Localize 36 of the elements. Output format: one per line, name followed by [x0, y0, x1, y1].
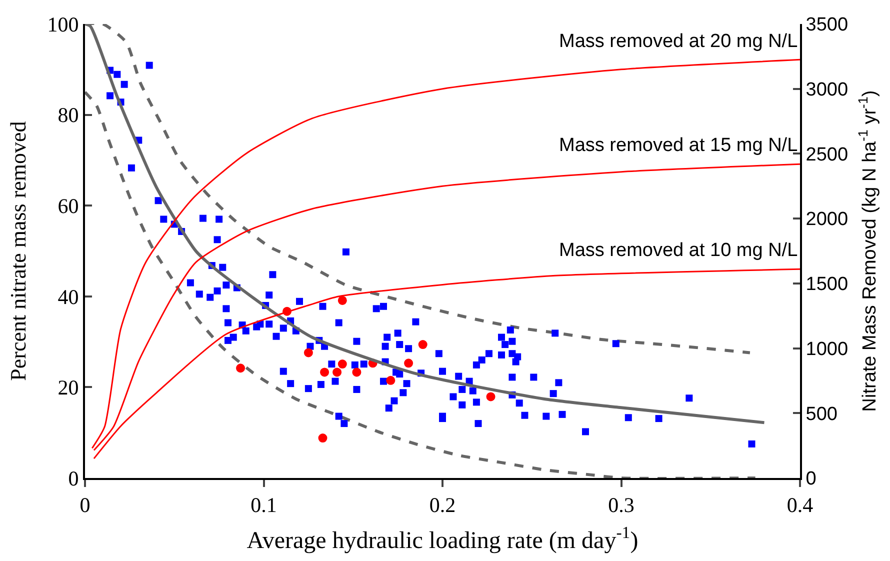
point	[320, 368, 330, 377]
point	[338, 296, 347, 305]
y2-tick-label: 0	[806, 468, 816, 490]
y2-tick-label: 2000	[806, 209, 848, 230]
point	[352, 368, 362, 377]
y-tick-label: 60	[58, 194, 79, 218]
y2-tick-label: 500	[806, 404, 838, 425]
x-tick-label: 0.3	[608, 493, 634, 518]
y2-tick-label: 3500	[806, 14, 848, 36]
y-tick-label: 20	[58, 376, 79, 400]
point	[486, 392, 496, 402]
point	[332, 368, 342, 377]
point	[338, 360, 347, 369]
point	[236, 364, 246, 373]
x-tick-label: 0.1	[250, 493, 277, 518]
y-axis-title: Percent nitrate mass removed	[6, 121, 31, 381]
line-series	[93, 268, 800, 460]
series-label: Mass removed at 20 mg N/L	[559, 31, 798, 52]
x-tick-label: 0.4	[786, 493, 814, 518]
point	[386, 376, 396, 385]
x-tick-label: 0.2	[429, 493, 456, 518]
y-tick-label: 80	[58, 103, 79, 128]
series-label: Mass removed at 15 mg N/L	[559, 135, 798, 156]
y2-tick-label: 3000	[806, 80, 848, 101]
point	[418, 340, 428, 350]
point	[304, 348, 313, 358]
y2-tick-label: 1500	[806, 274, 848, 296]
y-tick-label: 0	[68, 466, 79, 490]
point	[404, 358, 414, 368]
y2-tick-label: 1000	[806, 338, 848, 360]
x-axis-title: Average hydraulic loading rate (m day$^{-1}$)	[246, 522, 638, 554]
series-label: Mass removed at 10 mg N/L	[559, 240, 798, 261]
y2-tick-label: 2500	[806, 144, 848, 166]
point	[318, 434, 328, 443]
y-tick-label: 100	[47, 12, 79, 36]
y-tick-label: 40	[58, 284, 79, 309]
